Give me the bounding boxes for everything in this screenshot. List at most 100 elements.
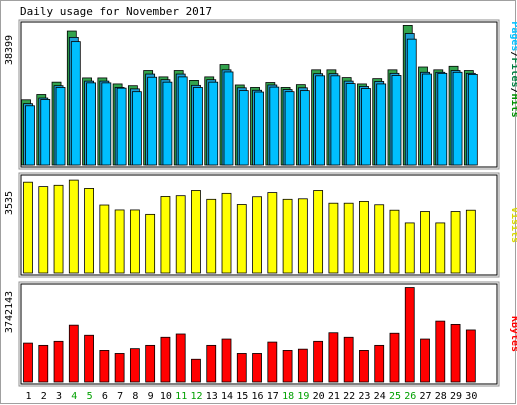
bar-pages-17 <box>269 86 280 166</box>
x-tick-label: 18 <box>282 391 294 402</box>
bar-pages-5 <box>86 82 96 166</box>
bar-kbytes-21 <box>328 332 339 383</box>
bar-pages-12 <box>193 87 203 166</box>
x-tick-label: 30 <box>465 391 477 402</box>
x-tick-label: 14 <box>221 391 233 402</box>
bar-pages-11 <box>177 76 188 166</box>
bar-pages-14 <box>223 71 234 166</box>
x-tick-label: 16 <box>252 391 264 402</box>
bar-pages-29 <box>452 71 463 166</box>
panel-inner-frame <box>20 174 498 276</box>
bar-kbytes-25 <box>389 332 400 383</box>
bar-kbytes-26 <box>404 287 415 383</box>
x-tick-label: 15 <box>236 391 248 402</box>
x-tick-label: 24 <box>374 391 386 402</box>
bar-kbytes-4 <box>68 324 79 383</box>
bar-pages-24 <box>376 83 387 166</box>
bar-kbytes-19 <box>297 348 308 383</box>
bar-kbytes-22 <box>343 336 354 383</box>
bar-visits-24 <box>374 204 385 274</box>
legend-entry: Pages <box>509 21 517 51</box>
bar-visits-25 <box>389 209 400 274</box>
x-tick-label: 12 <box>190 391 202 402</box>
bar-visits-4 <box>68 179 79 274</box>
x-tick-label: 10 <box>160 391 172 402</box>
x-tick-label: 8 <box>132 391 138 402</box>
bar-kbytes-24 <box>374 344 385 383</box>
bar-kbytes-10 <box>160 336 171 383</box>
bar-visits-27 <box>420 211 430 274</box>
x-tick-label: 3 <box>56 391 62 402</box>
bar-kbytes-28 <box>435 320 446 383</box>
bar-visits-6 <box>99 204 110 274</box>
bar-kbytes-18 <box>282 350 293 383</box>
chart-title: Daily usage for November 2017 <box>20 5 212 18</box>
legend-entry: / <box>509 51 517 57</box>
panel-3: 3742143 KBytes <box>4 281 517 387</box>
x-tick-label: 27 <box>419 391 431 402</box>
bar-pages-19 <box>299 90 310 166</box>
bar-kbytes-3 <box>53 340 64 383</box>
y-max-label: 38399 <box>4 35 15 65</box>
bar-visits-7 <box>114 209 125 274</box>
legend-entry: Hits <box>509 94 517 118</box>
x-tick-label: 22 <box>343 391 355 402</box>
bar-kbytes-11 <box>175 333 186 383</box>
bar-visits-26 <box>404 222 415 274</box>
bar-visits-17 <box>267 192 278 274</box>
bar-visits-8 <box>129 209 140 274</box>
bar-pages-15 <box>238 90 249 166</box>
bar-pages-25 <box>391 75 402 166</box>
bar-pages-6 <box>101 82 112 166</box>
panel-inner-frame <box>20 283 498 385</box>
legend-entry: KBytes <box>509 316 517 352</box>
x-tick-label: 11 <box>175 391 187 402</box>
bar-pages-4 <box>70 41 81 166</box>
bar-pages-7 <box>116 87 127 166</box>
bar-visits-9 <box>145 213 156 274</box>
bar-kbytes-29 <box>450 323 461 383</box>
x-tick-label: 6 <box>102 391 108 402</box>
x-tick-label: 28 <box>435 391 447 402</box>
bar-visits-2 <box>38 186 49 274</box>
bar-visits-20 <box>313 190 324 274</box>
bar-pages-9 <box>147 76 158 166</box>
bar-visits-14 <box>221 192 232 274</box>
bar-visits-10 <box>160 196 171 274</box>
bar-pages-18 <box>284 91 295 166</box>
bar-kbytes-13 <box>206 344 217 383</box>
bar-kbytes-17 <box>267 341 278 383</box>
bar-kbytes-23 <box>359 350 369 383</box>
bar-kbytes-9 <box>145 344 156 383</box>
bar-pages-30 <box>467 74 478 166</box>
x-axis-labels: 1 2 3 4 5 6 7 8 9 10 11 12 13 14 15 16 17 18 19 20 21 22 23 24 2… <box>25 391 477 402</box>
bar-visits-5 <box>84 188 94 274</box>
x-tick-label: 5 <box>87 391 93 402</box>
bar-visits-23 <box>359 200 369 274</box>
bar-visits-30 <box>465 209 476 274</box>
bar-kbytes-30 <box>465 329 476 383</box>
legend-entry: Visits <box>509 207 517 243</box>
bar-kbytes-5 <box>84 334 94 383</box>
bar-visits-21 <box>328 202 339 274</box>
panel-2: 3535 Visits <box>4 172 517 278</box>
x-tick-label: 21 <box>328 391 340 402</box>
bar-kbytes-2 <box>38 344 49 383</box>
legend: KBytes <box>509 316 517 352</box>
bar-pages-2 <box>40 99 51 166</box>
bar-visits-16 <box>252 196 262 274</box>
legend: Pages/Files/Hits <box>509 21 517 117</box>
bar-pages-3 <box>55 87 66 166</box>
bar-pages-8 <box>131 91 142 166</box>
bar-pages-27 <box>422 73 432 166</box>
bar-kbytes-14 <box>221 338 232 383</box>
bar-pages-26 <box>406 38 417 166</box>
bar-visits-1 <box>23 181 33 274</box>
bar-visits-11 <box>175 195 186 274</box>
x-tick-label: 29 <box>450 391 462 402</box>
bar-kbytes-8 <box>129 348 140 383</box>
bar-visits-3 <box>53 184 64 274</box>
bar-pages-22 <box>345 83 356 166</box>
